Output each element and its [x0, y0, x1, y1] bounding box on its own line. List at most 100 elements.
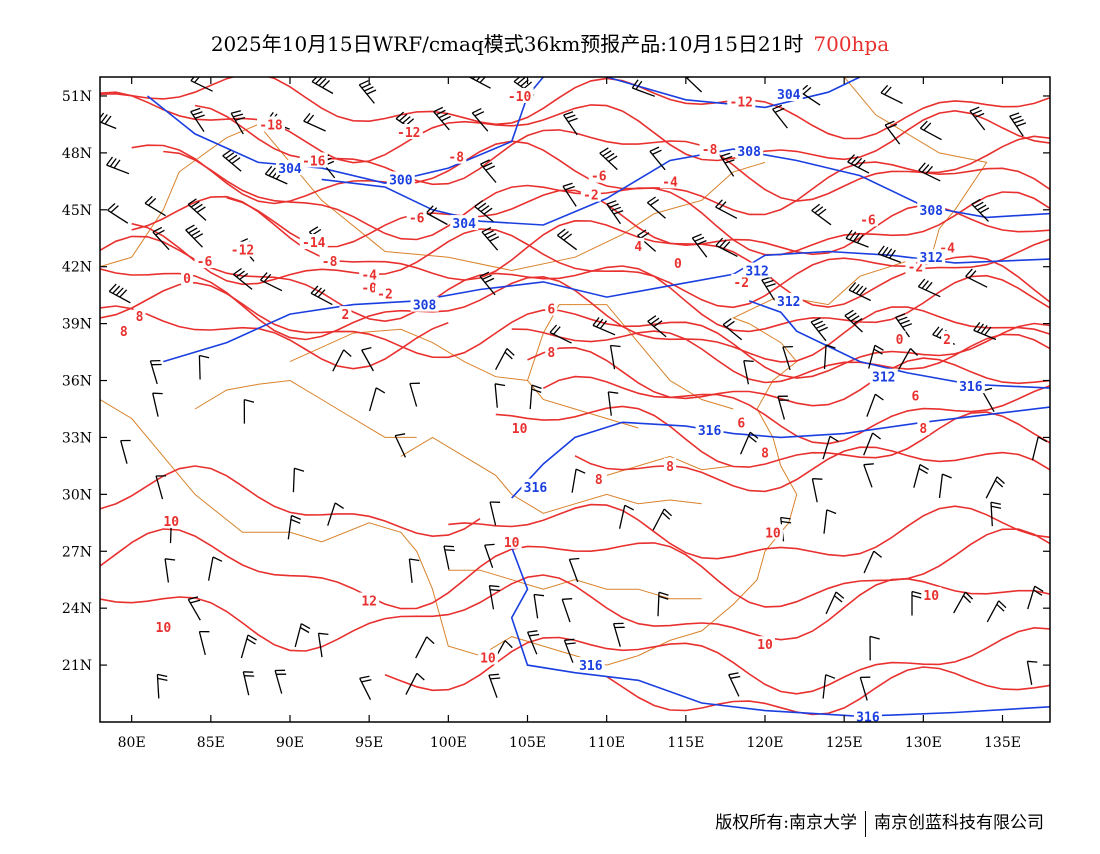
wind-barb-feather	[427, 637, 434, 644]
temperature-label: -14	[302, 236, 326, 251]
y-tick-label: 48N	[62, 146, 92, 162]
wind-barb-staff	[974, 330, 996, 339]
wind-barb-feather	[487, 234, 496, 238]
wind-barb-feather	[528, 631, 538, 632]
wind-barb	[940, 474, 952, 498]
wind-barb-staff	[261, 280, 283, 291]
wind-barb-feather	[875, 394, 883, 400]
wind-barb-feather	[233, 114, 243, 117]
wind-barb-staff	[530, 385, 532, 409]
wind-barb	[744, 361, 754, 385]
wind-barb	[653, 509, 672, 530]
boundary-line	[100, 124, 765, 270]
wind-barb-feather	[781, 518, 791, 519]
wind-barb-feather	[195, 115, 205, 118]
wind-barb	[150, 361, 161, 384]
wind-barb-feather	[766, 284, 776, 287]
wind-barb	[812, 204, 831, 225]
wind-barb-feather	[611, 346, 621, 347]
wind-barb-feather	[489, 674, 499, 675]
wind-barb	[912, 592, 922, 616]
temperature-label: 10	[163, 515, 179, 530]
x-tick-label: 115E	[667, 735, 704, 751]
wind-barb-feather	[157, 674, 167, 676]
wind-barb	[867, 394, 884, 416]
wind-barb-staff	[864, 551, 874, 573]
wind-barb-feather	[970, 107, 979, 111]
wind-barb-feather	[309, 227, 318, 232]
wind-barb-staff	[304, 121, 326, 131]
wind-barb-feather	[367, 90, 376, 94]
wind-barb-feather	[991, 502, 1001, 504]
wind-barb-feather	[625, 505, 634, 510]
wind-barb-staff	[569, 559, 577, 582]
wind-barb-staff	[940, 474, 943, 498]
wind-barb	[360, 676, 372, 700]
wind-barb	[823, 675, 835, 699]
wind-barb-staff	[716, 207, 737, 218]
wind-barb-staff	[209, 557, 213, 581]
wind-barb-staff	[1033, 437, 1039, 460]
wind-barb-feather	[729, 673, 739, 675]
wind-barb	[304, 113, 326, 131]
wind-barb-staff	[918, 287, 940, 297]
wind-barb-feather	[875, 345, 884, 350]
wind-barb-feather	[812, 479, 822, 480]
wind-barb	[648, 316, 666, 337]
wind-barb-feather	[845, 310, 854, 315]
copyright-left: 版权所有:南京大学	[715, 813, 857, 833]
wind-barb	[811, 318, 828, 341]
wind-barb-feather	[1010, 113, 1019, 116]
temperature-label: -10	[508, 90, 532, 105]
wind-barb-staff	[319, 633, 323, 657]
wind-barb-feather	[1027, 661, 1037, 662]
wind-barb-feather	[301, 624, 310, 629]
wind-barb-staff	[241, 635, 248, 658]
wind-barb-feather	[920, 465, 929, 470]
wind-barb	[482, 228, 499, 251]
wind-barb	[480, 272, 495, 295]
temperature-contours	[100, 74, 1050, 715]
wind-barb-staff	[867, 394, 875, 416]
wind-barb-feather	[505, 641, 512, 648]
wind-barb-feather	[606, 153, 614, 158]
wind-barb-feather	[434, 107, 443, 111]
wind-barb	[966, 269, 987, 287]
geopotential-label: 316	[959, 380, 983, 395]
wind-barb-staff	[370, 388, 377, 411]
map-frame	[100, 77, 1050, 722]
temperature-isoline	[448, 505, 1050, 559]
temperature-label: 8	[547, 346, 555, 361]
wind-barb-staff	[165, 559, 168, 583]
wind-barb-staff	[653, 509, 664, 530]
wind-barb-feather	[919, 468, 928, 473]
wind-barb-feather	[764, 281, 774, 284]
wind-barb	[593, 318, 615, 335]
geopotential-label: 304	[452, 217, 476, 232]
wind-barb-feather	[568, 118, 578, 121]
wind-barb-feather	[566, 115, 575, 118]
temperature-label: -6	[409, 211, 425, 226]
temperature-isoline	[607, 667, 1050, 715]
wind-barb-feather	[903, 324, 912, 327]
wind-barb	[94, 112, 116, 129]
wind-barb-feather	[1016, 123, 1026, 126]
wind-barb-feather	[490, 237, 499, 241]
wind-barb	[920, 121, 941, 140]
geopotential-label: 316	[856, 710, 880, 725]
wind-barb-feather	[576, 469, 585, 473]
temperature-label: 2	[943, 333, 951, 348]
wind-barb-staff	[121, 441, 127, 464]
wind-barb-staff	[293, 468, 294, 492]
wind-barb-feather	[199, 356, 209, 358]
wind-barb-staff	[611, 346, 615, 370]
wind-barb	[359, 81, 376, 104]
wind-barb-staff	[156, 476, 162, 499]
wind-barb-feather	[977, 205, 986, 210]
wind-barb-feather	[165, 559, 175, 560]
wind-barb-feather	[565, 187, 575, 190]
wind-barb-feather	[469, 70, 476, 77]
wind-barb-feather	[980, 208, 989, 213]
wind-barb-staff	[199, 632, 205, 655]
wind-barb	[243, 672, 254, 695]
